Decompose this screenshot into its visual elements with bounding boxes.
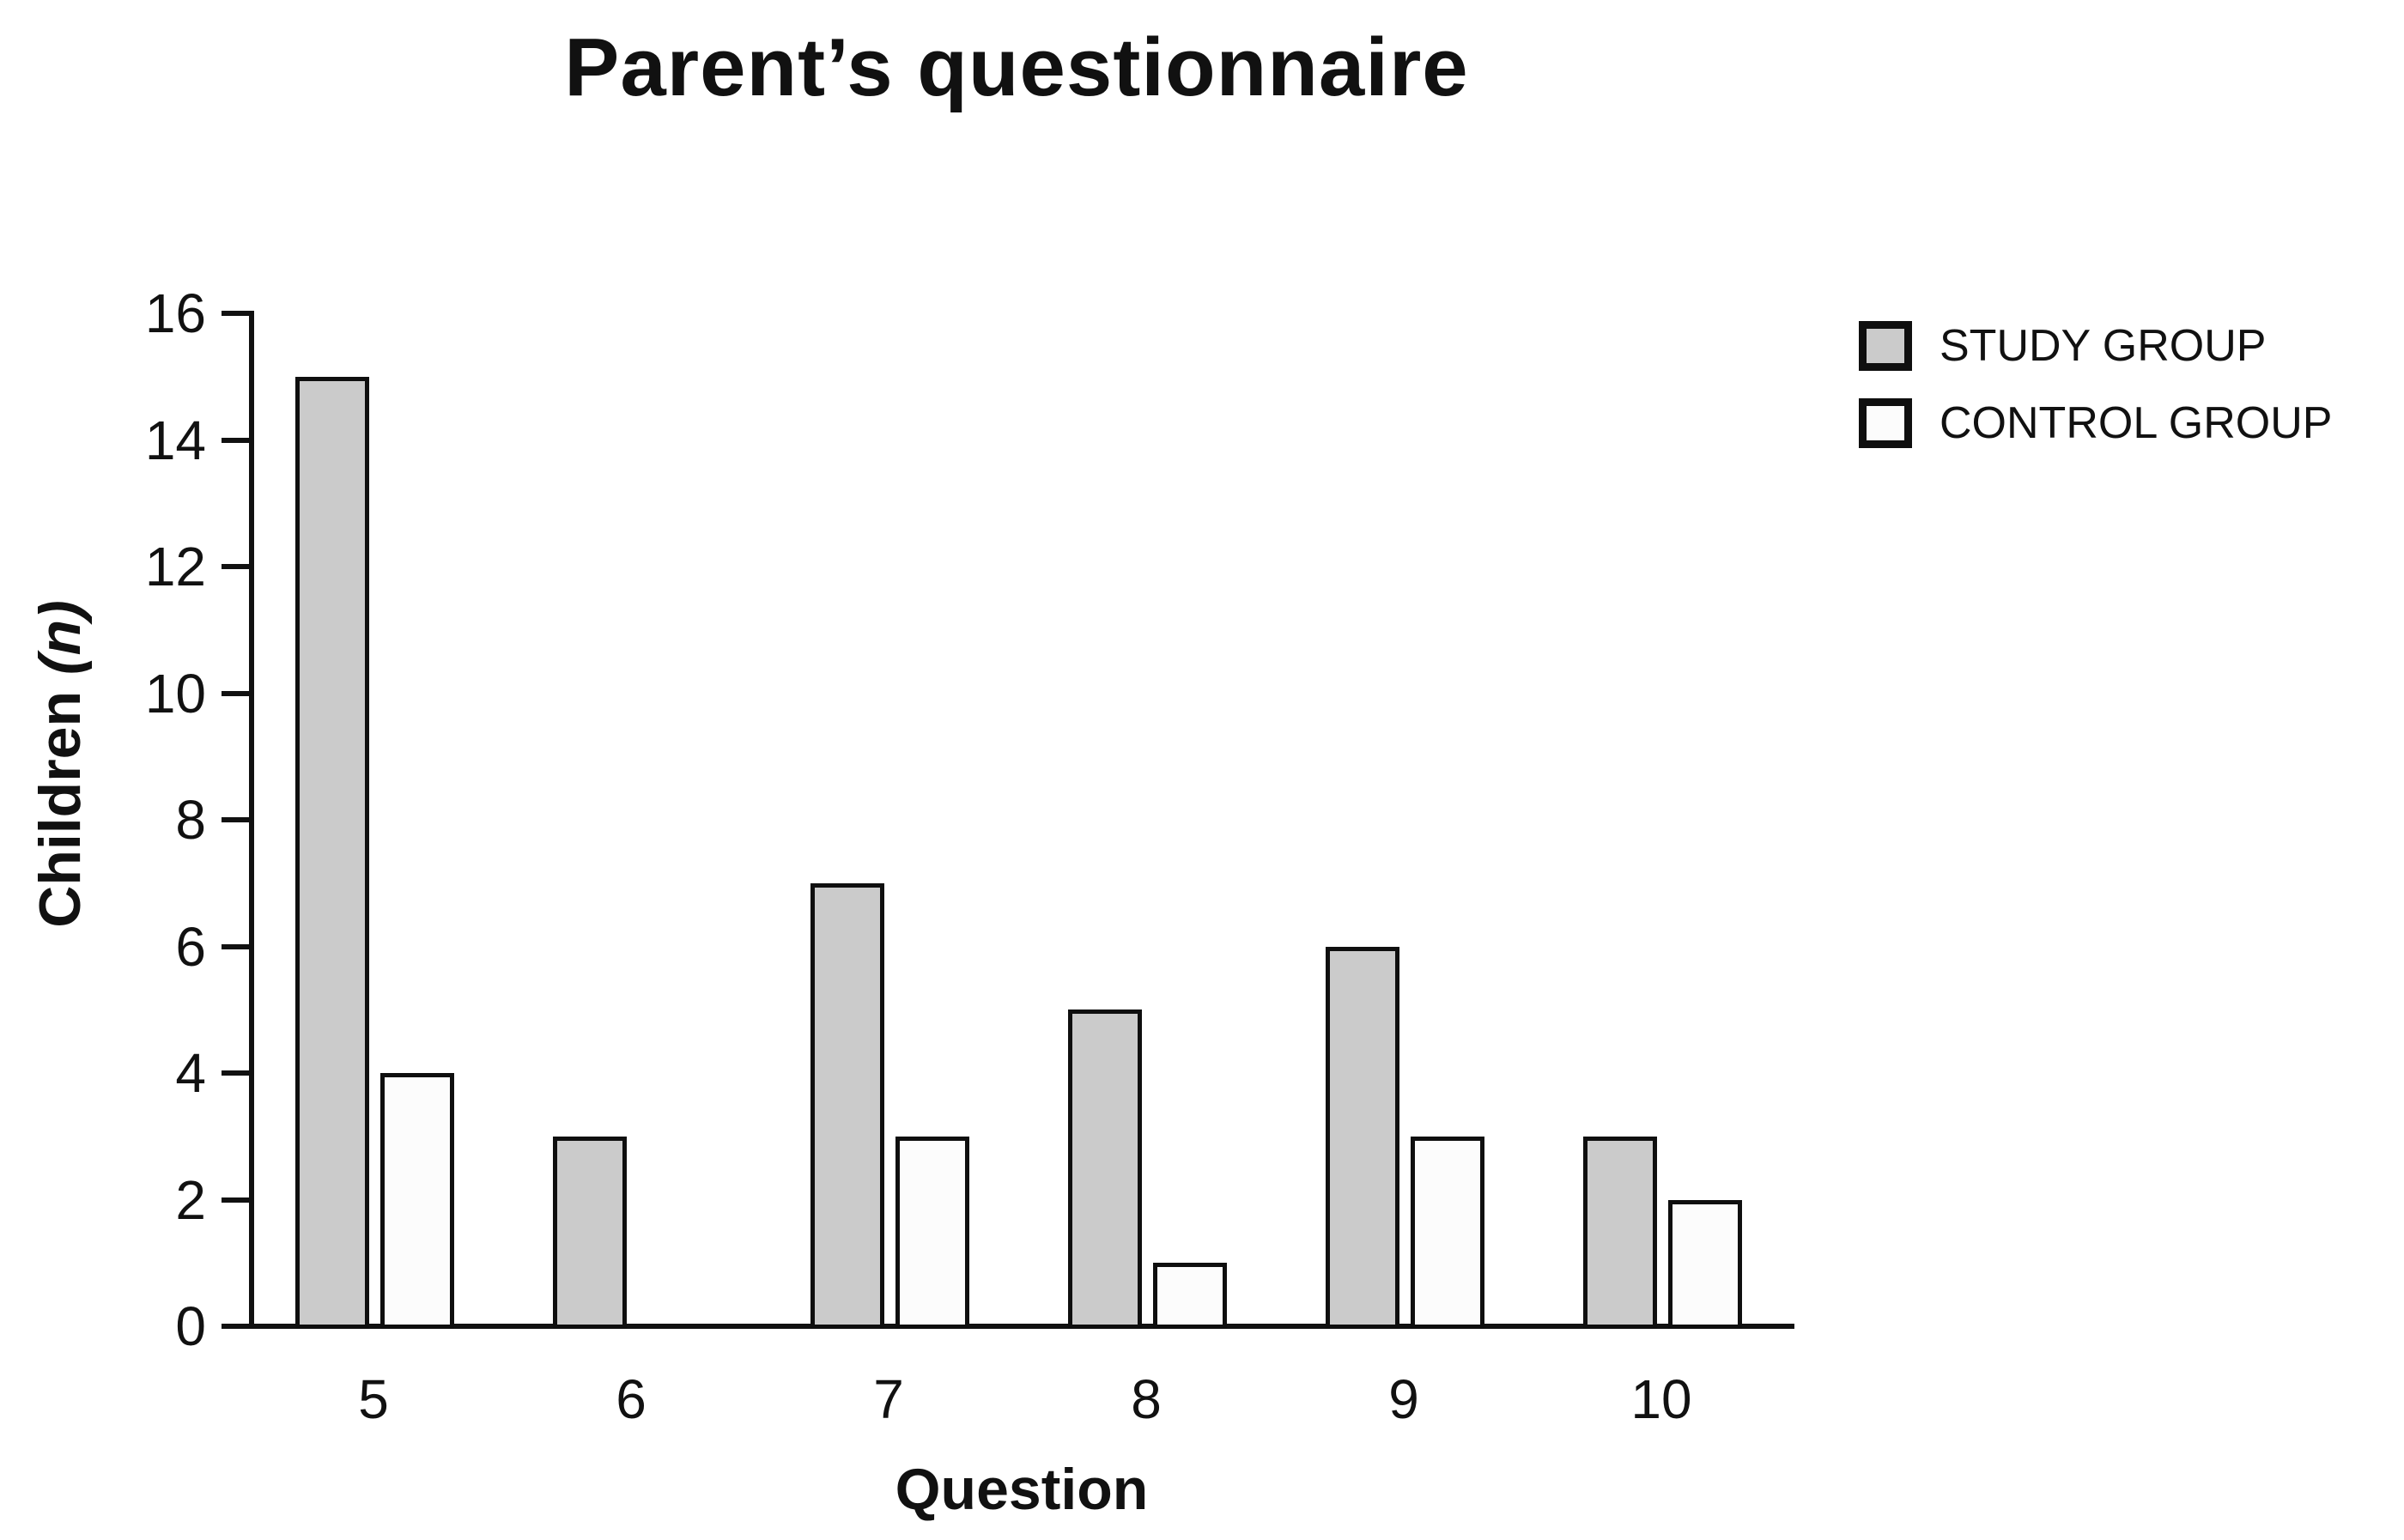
y-tick-mark <box>222 311 249 316</box>
y-tick-label: 12 <box>144 536 206 597</box>
bar-study-group <box>1326 946 1399 1329</box>
y-axis-title-italic-n: (n) <box>27 600 93 676</box>
legend-label: CONTROL GROUP <box>1940 398 2333 448</box>
bar-study-group <box>553 1136 627 1329</box>
x-tick-label: 10 <box>1630 1368 1692 1430</box>
bar-control-group <box>380 1073 454 1329</box>
y-tick-label: 14 <box>144 409 206 471</box>
y-tick-mark <box>222 690 249 696</box>
legend-item: STUDY GROUP <box>1859 319 2332 373</box>
y-tick-mark <box>222 1197 249 1203</box>
x-tick-label: 7 <box>873 1368 904 1430</box>
bar-control-group <box>1668 1199 1742 1329</box>
y-tick-mark <box>222 1324 249 1329</box>
x-tick-label: 8 <box>1131 1368 1162 1430</box>
y-tick-mark <box>222 943 249 949</box>
x-tick-label: 5 <box>358 1368 389 1430</box>
x-tick-label: 6 <box>616 1368 647 1430</box>
y-tick-label: 6 <box>175 915 206 978</box>
x-axis-title: Question <box>895 1457 1149 1522</box>
bar-study-group <box>1068 1009 1142 1329</box>
y-axis-line <box>249 311 254 1329</box>
y-tick-mark <box>222 1070 249 1076</box>
y-tick-mark <box>222 817 249 822</box>
bar-study-group <box>1583 1136 1657 1329</box>
chart-title: Parent’s questionnaire <box>564 21 1469 113</box>
x-tick-label: 9 <box>1388 1368 1419 1430</box>
y-tick-label: 8 <box>175 789 206 851</box>
legend-swatch-icon <box>1859 321 1912 371</box>
bar-control-group <box>895 1136 969 1329</box>
legend-swatch-icon <box>1859 398 1912 448</box>
y-tick-label: 16 <box>144 282 206 344</box>
bar-control-group <box>1411 1136 1484 1329</box>
bar-control-group <box>1153 1263 1227 1329</box>
y-axis-title: Children (n) <box>27 600 94 928</box>
y-tick-label: 0 <box>175 1295 206 1357</box>
y-tick-label: 2 <box>175 1168 206 1231</box>
x-axis-line <box>249 1324 1794 1329</box>
y-tick-mark <box>222 564 249 569</box>
bar-study-group <box>295 376 369 1329</box>
y-tick-label: 4 <box>175 1042 206 1104</box>
y-tick-label: 10 <box>144 662 206 725</box>
bar-study-group <box>810 882 884 1329</box>
legend-label: STUDY GROUP <box>1940 321 2267 371</box>
legend: STUDY GROUP CONTROL GROUP <box>1859 319 2332 474</box>
legend-item: CONTROL GROUP <box>1859 397 2332 450</box>
y-tick-mark <box>222 437 249 443</box>
